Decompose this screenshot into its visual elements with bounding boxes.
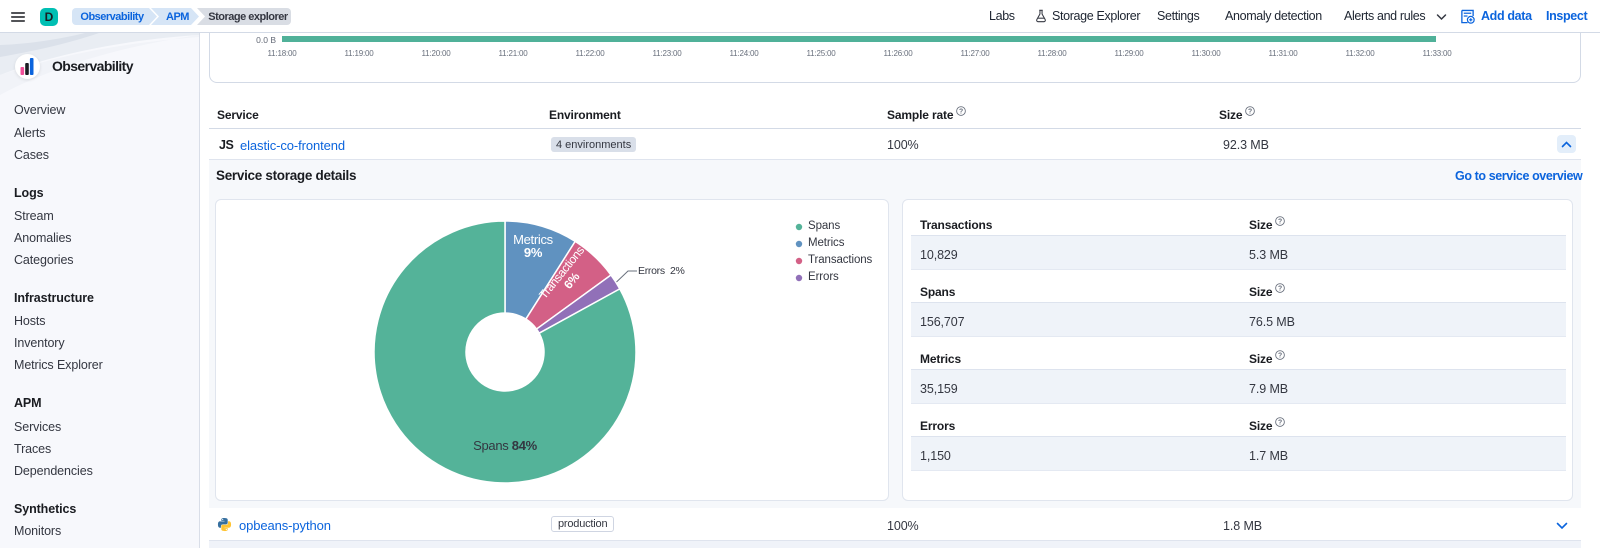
svg-text:?: ? xyxy=(1248,108,1252,115)
svg-text:?: ? xyxy=(1278,419,1282,426)
svg-text:?: ? xyxy=(1278,352,1282,359)
svg-text:?: ? xyxy=(1278,285,1282,292)
svg-text:?: ? xyxy=(1278,218,1282,225)
svg-text:?: ? xyxy=(959,108,963,115)
